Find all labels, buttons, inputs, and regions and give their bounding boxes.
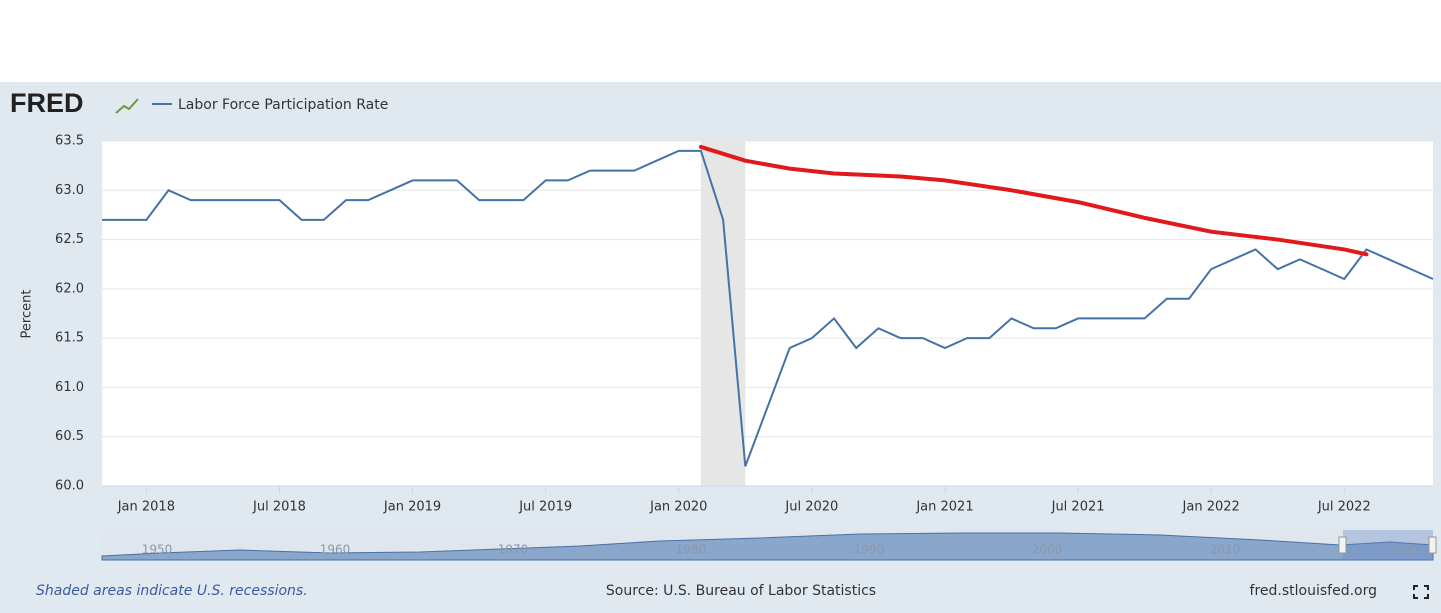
navigator-label: 1960	[320, 543, 351, 557]
legend-label: Labor Force Participation Rate	[178, 97, 388, 113]
x-tick-label: Jul 2021	[1051, 500, 1105, 515]
source: Source: U.S. Bureau of Labor Statistics	[606, 583, 876, 599]
y-tick-label: 63.0	[55, 183, 84, 198]
x-tick-label: Jan 2018	[117, 500, 175, 515]
annotation-line	[698, 144, 1369, 257]
navigator-label: 2000	[1032, 543, 1063, 557]
site[interactable]: fred.stlouisfed.org	[1250, 583, 1377, 599]
navigator-label: 1980	[676, 543, 707, 557]
x-tick-label: Jul 2018	[252, 500, 306, 515]
navigator-label: 2020	[1388, 543, 1419, 557]
logo-icon	[115, 98, 139, 114]
fullscreen-icon[interactable]	[1413, 585, 1429, 599]
y-tick-label: 61.5	[55, 331, 84, 346]
logo: FRED	[10, 88, 84, 118]
recession-band	[700, 141, 746, 486]
y-tick-label: 60.0	[55, 479, 84, 494]
data-line	[102, 149, 1434, 467]
x-tick-label: Jul 2020	[784, 500, 838, 515]
x-tick-label: Jan 2022	[1182, 500, 1240, 515]
navigator-label: 1970	[498, 543, 529, 557]
y-axis-label: Percent	[20, 290, 35, 339]
navigator-label: 1950	[142, 543, 173, 557]
x-tick-label: Jan 2021	[915, 500, 973, 515]
navigator-selection[interactable]	[1343, 530, 1433, 560]
x-tick-label: Jan 2020	[649, 500, 707, 515]
x-tick-label: Jul 2019	[518, 500, 572, 515]
x-tick-label: Jul 2022	[1317, 500, 1371, 515]
y-tick-label: 60.5	[55, 429, 84, 444]
navigator-label: 2010	[1210, 543, 1241, 557]
y-tick-label: 63.5	[55, 134, 84, 149]
y-tick-label: 62.0	[55, 281, 84, 296]
navigator-area	[101, 532, 1434, 561]
navigator-handle[interactable]	[1338, 536, 1347, 554]
navigator-handle[interactable]	[1428, 536, 1437, 554]
y-tick-label: 61.0	[55, 380, 84, 395]
y-tick-label: 62.5	[55, 232, 84, 247]
x-tick-label: Jan 2019	[383, 500, 441, 515]
plot-area	[102, 141, 1433, 486]
note: Shaded areas indicate U.S. recessions.	[36, 583, 308, 599]
navigator-label: 1990	[854, 543, 885, 557]
